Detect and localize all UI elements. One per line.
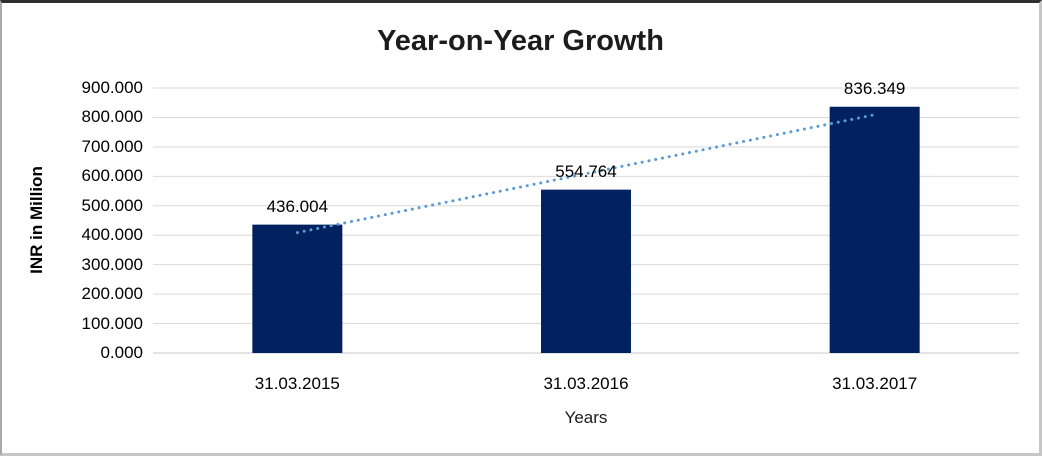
x-category-label: 31.03.2017 [832,374,918,393]
y-tick-label: 300.000 [81,254,143,274]
x-category-label: 31.03.2016 [543,374,629,393]
bar-data-label: 554.764 [555,161,617,181]
y-tick-label: 0.000 [100,343,143,362]
y-tick-label: 400.000 [81,225,143,245]
y-tick-label: 900.000 [81,78,143,97]
plot-area [153,87,1019,354]
y-tick-label: 600.000 [81,166,143,186]
bar [252,224,343,353]
y-tick-label: 200.000 [81,284,143,304]
x-category-label: 31.03.2015 [254,374,340,393]
trendline [295,113,877,235]
x-axis-title: Years [564,408,608,427]
bar [541,189,631,353]
bar-data-label: 836.349 [843,78,906,98]
y-tick-label: 800.000 [81,107,143,127]
bar-data-label: 436.004 [266,196,329,216]
bar [829,106,920,353]
y-tick-label: 500.000 [81,195,143,215]
y-tick-label: 700.000 [81,136,143,156]
y-tick-label: 100.000 [81,313,143,333]
chart-title: Year-on-Year Growth [377,25,664,57]
